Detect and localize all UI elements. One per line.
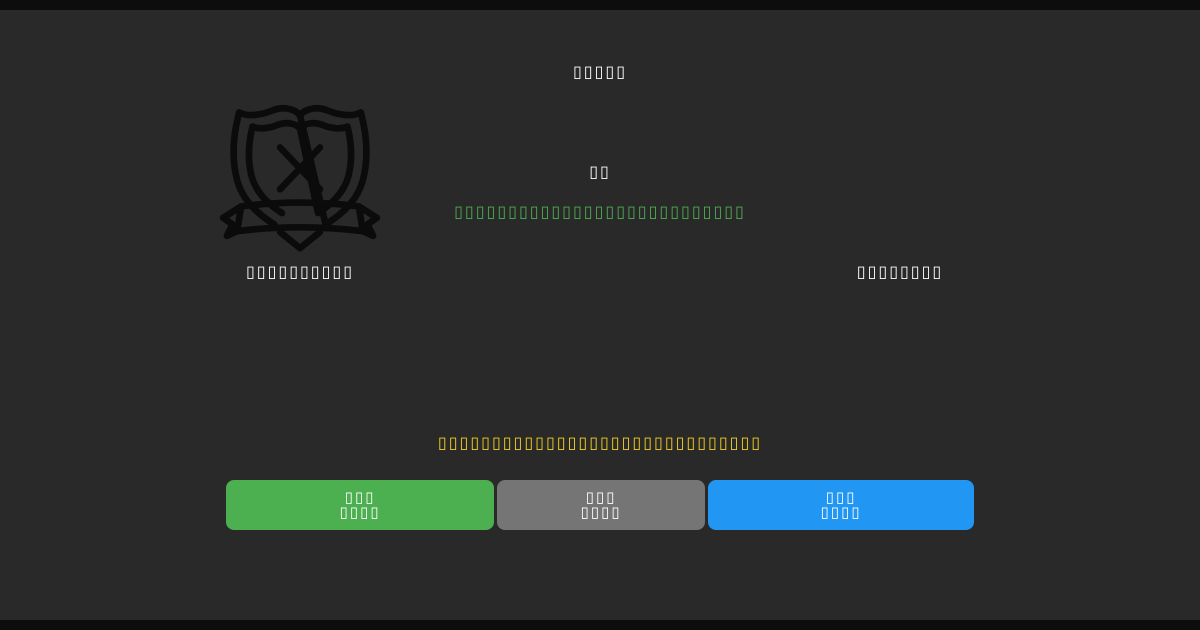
blue-action-label-line2: ▯▯▯▯: [820, 503, 862, 521]
green-action-label-line1: ▯▯▯: [344, 488, 376, 506]
side-note: ▯▯▯▯▯▯▯▯: [856, 262, 944, 281]
blue-action-button[interactable]: ▯▯▯ ▯▯▯▯: [708, 480, 974, 530]
gray-action-button[interactable]: ▯▯▯ ▯▯▯▯: [497, 480, 705, 530]
badge-caption: ▯▯▯▯▯▯▯▯▯▯: [245, 262, 355, 281]
green-action-label-line2: ▯▯▯▯: [339, 503, 381, 521]
warning-text: ▯▯▯▯▯▯▯▯▯▯▯▯▯▯▯▯▯▯▯▯▯▯▯▯▯▯▯▯▯▯: [437, 433, 763, 452]
gray-action-label-line2: ▯▯▯▯: [580, 503, 622, 521]
status-message: ▯▯▯▯▯▯▯▯▯▯▯▯▯▯▯▯▯▯▯▯▯▯▯▯▯▯▯: [454, 202, 746, 221]
green-action-button[interactable]: ▯▯▯ ▯▯▯▯: [226, 480, 494, 530]
page-title: ▯▯▯▯▯: [572, 62, 628, 81]
status-label: ▯▯: [589, 162, 611, 181]
blue-action-label-line1: ▯▯▯: [825, 488, 857, 506]
action-button-row: ▯▯▯ ▯▯▯▯ ▯▯▯ ▯▯▯▯ ▯▯▯ ▯▯▯▯: [226, 480, 974, 530]
gray-action-label-line1: ▯▯▯: [585, 488, 617, 506]
shield-x-banner-icon: [219, 104, 381, 252]
